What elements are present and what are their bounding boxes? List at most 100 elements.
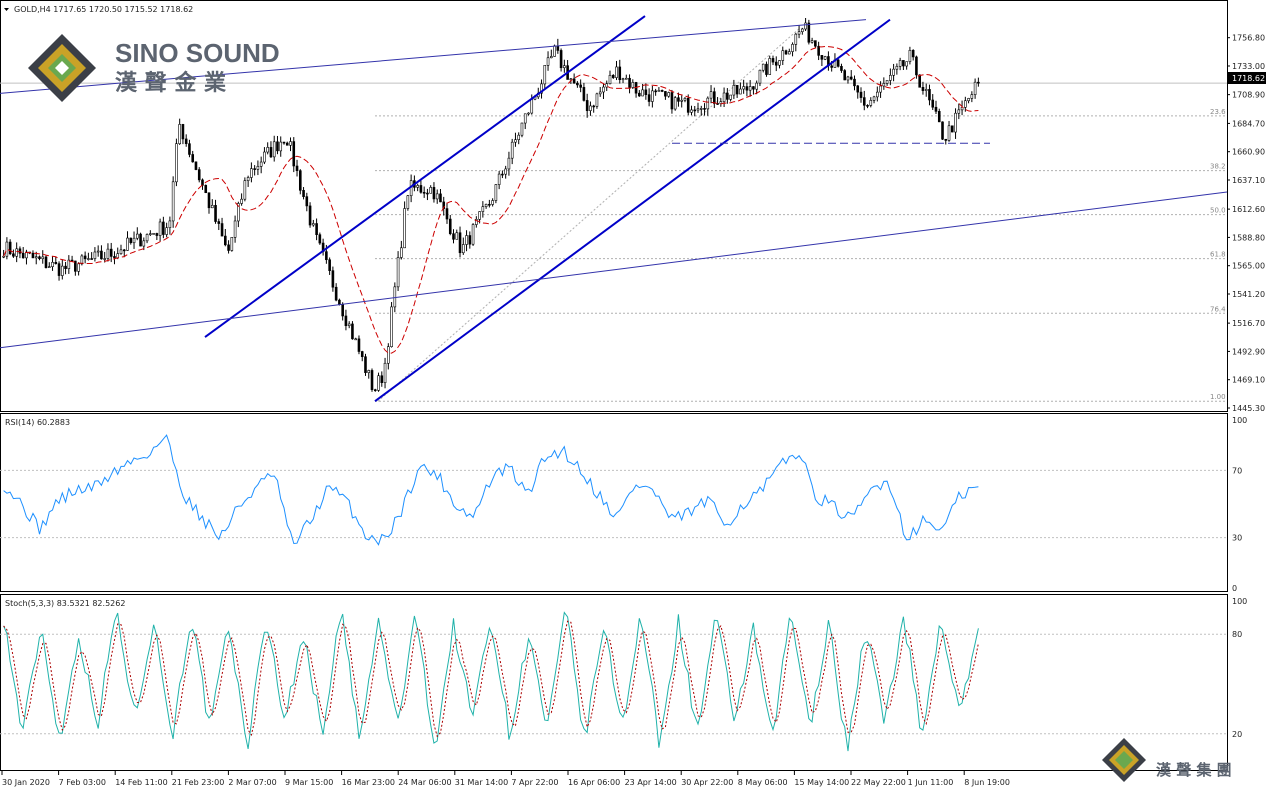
time-tick-label: 30 Apr 22:00 — [681, 778, 733, 787]
candle-body — [227, 244, 230, 251]
candle-body — [758, 69, 762, 84]
candle-body — [954, 112, 957, 133]
candle-body — [61, 265, 64, 276]
candle-body — [152, 233, 155, 235]
candle-body — [233, 220, 237, 238]
candle-body — [246, 177, 250, 181]
stoch-panel[interactable] — [0, 594, 1228, 771]
candle-body — [546, 57, 550, 66]
price-tick-label: 1684.70 — [1232, 119, 1265, 128]
candle-body — [944, 138, 948, 141]
candle-body — [651, 90, 654, 102]
candle-body — [664, 91, 667, 97]
candle-body — [8, 241, 12, 255]
time-tick-label: 23 Apr 14:00 — [625, 778, 677, 787]
candle-body — [608, 75, 612, 85]
candle-body — [445, 208, 449, 220]
candle-body — [67, 259, 71, 270]
candle-body — [696, 108, 700, 111]
stoch-tick-label: 100 — [1232, 597, 1247, 606]
candle-body — [315, 223, 318, 235]
candle-body — [589, 105, 592, 111]
candle-body — [341, 304, 344, 317]
candle-body — [791, 44, 794, 52]
candle-body — [898, 60, 902, 67]
candle-body — [716, 103, 719, 105]
candle-body — [752, 86, 755, 90]
candle-body — [194, 161, 198, 170]
stoch-series — [3, 611, 979, 752]
candle-body — [165, 227, 168, 235]
candle-body — [973, 81, 977, 95]
time-tick-label: 8 May 06:00 — [738, 778, 788, 787]
candle-body — [569, 78, 573, 81]
candle-body — [660, 90, 664, 92]
candle-body — [905, 61, 908, 67]
candle-body — [429, 187, 432, 194]
symbol-dropdown-icon[interactable] — [4, 8, 9, 11]
candle-body — [765, 63, 768, 75]
candle-body — [217, 221, 221, 224]
candle-body — [686, 98, 690, 113]
candle-body — [373, 389, 377, 391]
candle-body — [628, 77, 631, 88]
price-tick-label: 1516.70 — [1232, 319, 1265, 328]
logo-brand-en: SINO SOUND — [115, 38, 280, 68]
candle-body — [885, 80, 889, 84]
main-price-panel[interactable] — [0, 0, 1228, 412]
candle-body — [364, 356, 367, 373]
candle-body — [142, 240, 146, 247]
fib-level-label: 61.8 — [1210, 251, 1226, 259]
axis-labels: 1756.80 1733.00 1708.90 1684.70 1660.90 1637.… — [1, 34, 1265, 787]
candle-body — [550, 56, 553, 59]
candle-body — [559, 50, 563, 69]
candle-body — [592, 105, 595, 108]
fib-level-label: 23.6 — [1210, 108, 1226, 116]
candle-body — [713, 91, 716, 104]
candle-body — [598, 91, 602, 95]
candle-body — [739, 88, 742, 95]
price-tick-label: 1541.20 — [1232, 290, 1265, 299]
candle-body — [34, 256, 38, 259]
candle-body — [135, 233, 139, 239]
candle-body — [119, 249, 123, 254]
candle-body — [817, 45, 820, 56]
candle-body — [122, 249, 126, 252]
stoch-signal-line — [3, 620, 979, 738]
candle-body — [641, 89, 644, 97]
sino-sound-logo: SINO SOUND 漢 聲 金 業 — [28, 34, 280, 102]
candle-body — [70, 259, 74, 262]
candle-body — [924, 89, 928, 91]
candle-body — [400, 247, 403, 258]
candle-body — [507, 157, 511, 170]
candle-body — [585, 100, 589, 111]
candle-body — [605, 83, 609, 88]
stoch-tick-label: 80 — [1232, 630, 1242, 639]
candle-body — [331, 270, 335, 288]
candle-body — [54, 262, 58, 264]
candle-body — [693, 109, 697, 112]
time-tick-label: 1 Jun 11:00 — [908, 778, 954, 787]
candle-body — [540, 83, 543, 94]
candle-body — [197, 169, 201, 181]
candle-body — [774, 61, 778, 66]
candle-body — [876, 91, 879, 98]
logo-brand-cn: 漢 聲 金 業 — [115, 70, 227, 96]
candle-body — [181, 124, 185, 140]
candle-body — [755, 82, 758, 90]
candle-body — [843, 70, 847, 81]
candle-body — [266, 147, 269, 153]
candle-body — [814, 40, 817, 47]
candle-body — [168, 220, 172, 229]
candle-body — [657, 90, 661, 92]
candle-body — [937, 111, 941, 123]
candle-body — [155, 233, 159, 236]
candle-body — [347, 323, 351, 327]
candle-body — [74, 260, 77, 272]
rsi-tick-label: 100 — [1232, 416, 1247, 425]
candle-body — [272, 141, 276, 158]
rsi-panel[interactable] — [0, 413, 1228, 592]
candle-body — [201, 179, 204, 186]
candle-body — [840, 66, 843, 71]
candle-body — [188, 143, 191, 155]
